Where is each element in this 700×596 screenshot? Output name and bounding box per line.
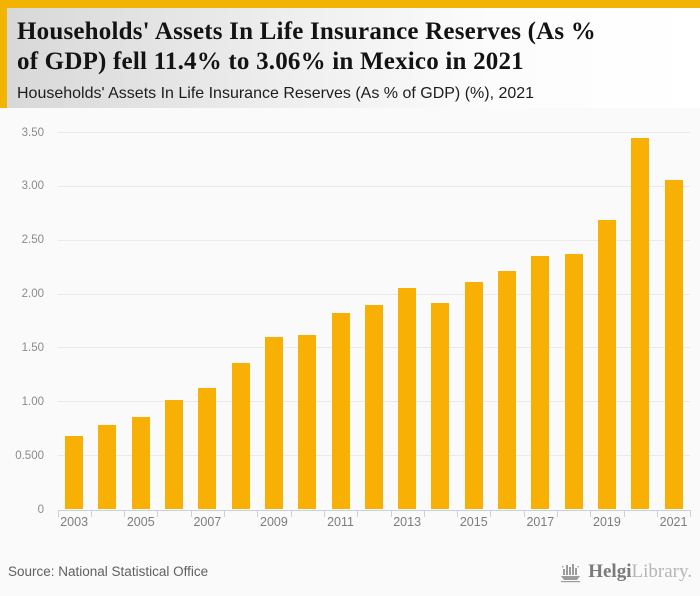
bar[interactable]: [131, 416, 150, 510]
bar[interactable]: [65, 436, 84, 510]
bar[interactable]: [165, 399, 184, 510]
x-axis-tick: [656, 509, 658, 517]
chart-subtitle: Households' Assets In Life Insurance Res…: [17, 85, 535, 102]
bar[interactable]: [531, 256, 550, 510]
x-axis-label: 2003: [60, 515, 89, 529]
top-accent-strip: [0, 0, 700, 8]
x-axis-tick: [290, 509, 292, 517]
x-axis-tick: [590, 509, 592, 517]
bar[interactable]: [298, 335, 317, 510]
title-line-1: Households' Assets In Life Insurance Res…: [17, 18, 596, 45]
source-note: Source: National Statistical Office: [8, 564, 209, 579]
x-axis-label: 2009: [260, 515, 288, 529]
bar[interactable]: [597, 219, 616, 510]
x-axis-label: 2007: [193, 515, 222, 529]
y-axis-label: 3.00: [21, 180, 44, 193]
x-axis-tick: [224, 509, 225, 517]
y-axis-label: 2.00: [21, 288, 44, 301]
x-axis-tick: [557, 509, 558, 517]
y-axis-label: 3.50: [21, 126, 44, 139]
y-axis-label: 0.500: [15, 449, 44, 462]
y-axis-label: 2.50: [21, 234, 44, 247]
y-axis-label: 1.50: [21, 341, 44, 354]
bar[interactable]: [464, 282, 483, 510]
x-axis-tick: [623, 509, 625, 517]
x-axis-tick: [523, 509, 525, 517]
x-axis-tick: [257, 509, 259, 517]
x-axis-tick: [323, 509, 325, 517]
bar[interactable]: [231, 363, 250, 510]
bar[interactable]: [331, 313, 350, 510]
x-axis-label: 2011: [327, 515, 354, 529]
x-axis-tick: [490, 509, 492, 517]
ship-chart-icon: [560, 560, 584, 584]
logo-text-primary: Helgi: [588, 561, 632, 582]
header: Households' Assets In Life Insurance Res…: [7, 8, 700, 108]
x-axis-tick: [57, 509, 59, 517]
bar[interactable]: [631, 137, 650, 510]
bar[interactable]: [431, 302, 450, 510]
gridline: [57, 239, 691, 241]
x-axis-label: 2017: [526, 515, 555, 529]
bar[interactable]: [198, 387, 217, 510]
helgi-library-logo[interactable]: HelgiLibrary.: [560, 559, 692, 585]
y-axis-label: 1.00: [21, 395, 44, 408]
logo-text-secondary: Library.: [631, 561, 693, 582]
x-axis-label: 2015: [459, 515, 488, 529]
x-axis-tick: [390, 509, 392, 517]
x-axis-label: 2019: [593, 515, 621, 529]
bar[interactable]: [498, 271, 517, 510]
gridline: [57, 132, 691, 134]
left-accent-strip: [0, 8, 7, 108]
page-title: Households' Assets In Life Insurance Res…: [17, 17, 700, 77]
bar[interactable]: [664, 179, 683, 510]
bar[interactable]: [364, 304, 383, 510]
x-axis-tick: [90, 509, 92, 517]
bar[interactable]: [264, 337, 283, 510]
bar[interactable]: [564, 254, 583, 510]
x-axis-label: 2021: [659, 515, 688, 529]
bar[interactable]: [398, 287, 417, 510]
x-axis-tick: [124, 509, 126, 517]
gridline: [57, 293, 691, 295]
y-axis-label: 0: [37, 503, 44, 516]
x-axis-tick: [190, 509, 192, 517]
bar[interactable]: [98, 425, 117, 510]
x-axis-tick: [423, 509, 425, 517]
x-axis-tick: [157, 509, 159, 517]
x-axis-tick: [457, 509, 459, 517]
x-axis-label: 2005: [126, 515, 155, 529]
gridline: [57, 185, 691, 187]
x-axis-line: [57, 509, 692, 511]
x-axis-tick: [357, 509, 359, 517]
x-axis-tick: [690, 509, 692, 517]
x-axis-label: 2013: [393, 515, 422, 529]
title-line-2: of GDP) fell 11.4% to 3.06% in Mexico in…: [17, 48, 524, 75]
